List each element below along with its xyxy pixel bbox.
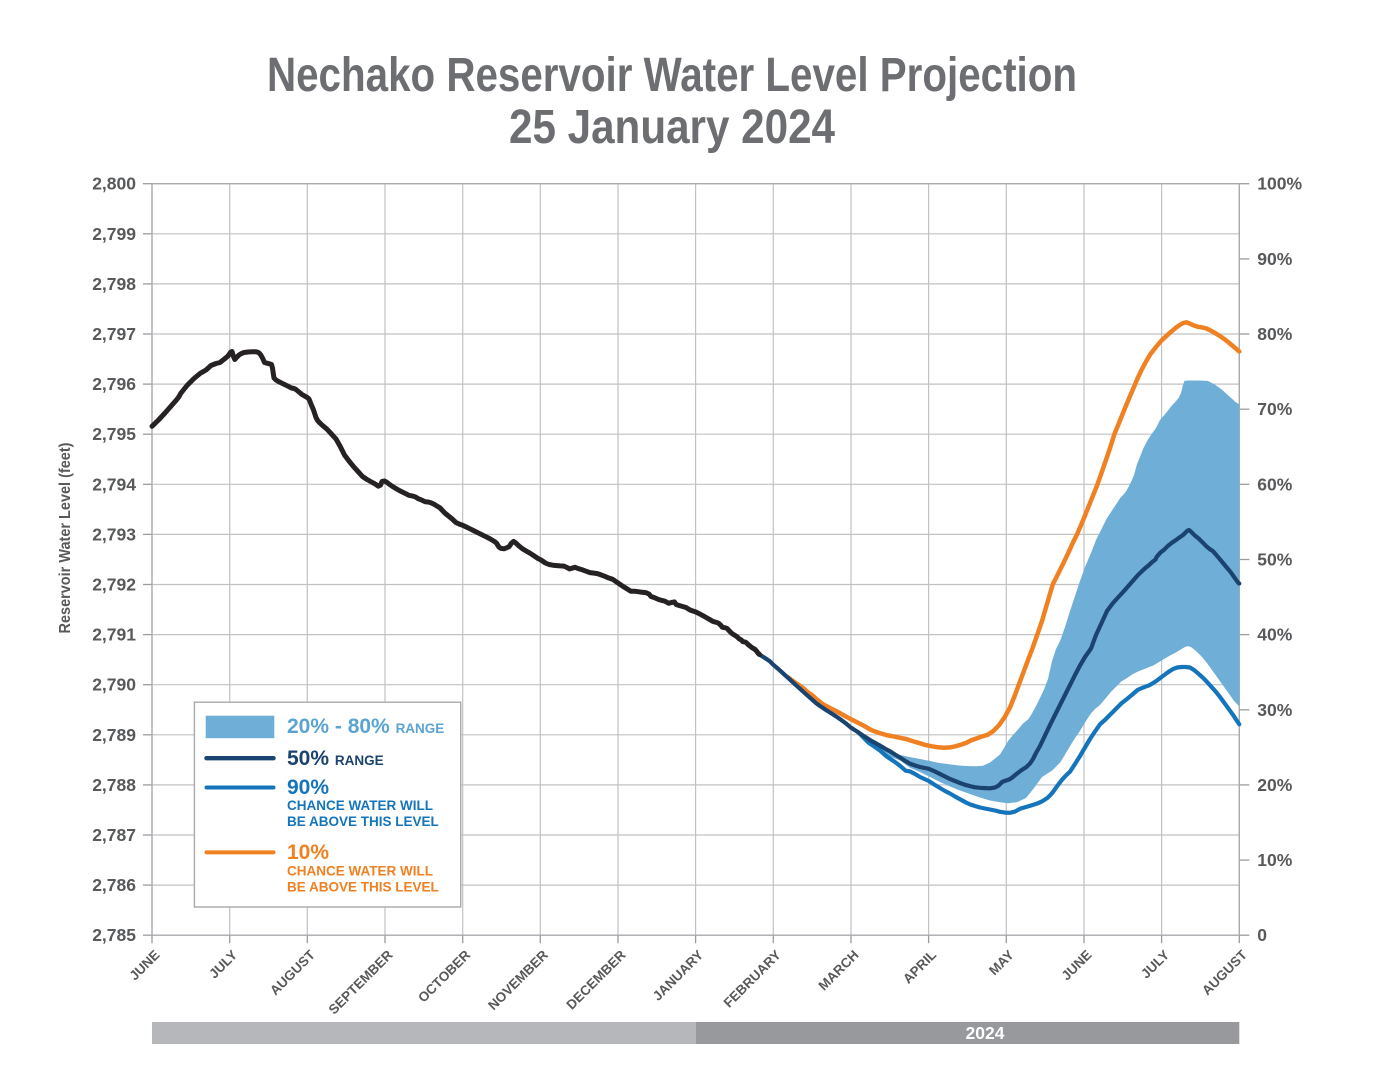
- svg-text:90%: 90%: [287, 776, 329, 799]
- svg-text:2,796: 2,796: [92, 374, 136, 394]
- svg-text:80%: 80%: [1257, 324, 1292, 344]
- svg-text:2,791: 2,791: [92, 625, 136, 645]
- svg-text:Reservoir Water Level (feet): Reservoir Water Level (feet): [57, 443, 74, 634]
- svg-text:2,793: 2,793: [92, 524, 136, 544]
- svg-text:70%: 70%: [1257, 399, 1292, 419]
- svg-text:2,795: 2,795: [92, 424, 136, 444]
- svg-text:2,788: 2,788: [92, 775, 136, 795]
- svg-text:Nechako Reservoir Water Level: Nechako Reservoir Water Level Projection: [267, 49, 1077, 102]
- svg-text:40%: 40%: [1257, 625, 1292, 645]
- svg-text:20% - 80% RANGE: 20% - 80% RANGE: [287, 715, 444, 738]
- svg-text:50%: 50%: [1257, 550, 1292, 570]
- svg-text:2,786: 2,786: [92, 875, 136, 895]
- svg-text:25 January 2024: 25 January 2024: [509, 101, 835, 154]
- svg-text:2,794: 2,794: [92, 474, 136, 494]
- svg-text:2,789: 2,789: [92, 725, 136, 745]
- svg-text:2,800: 2,800: [92, 174, 136, 194]
- svg-text:60%: 60%: [1257, 474, 1292, 494]
- svg-text:10%: 10%: [287, 841, 329, 864]
- svg-text:90%: 90%: [1257, 249, 1292, 269]
- svg-text:2,792: 2,792: [92, 575, 136, 595]
- svg-text:CHANCE WATER WILL: CHANCE WATER WILL: [287, 798, 433, 813]
- svg-text:100%: 100%: [1257, 174, 1302, 194]
- svg-text:30%: 30%: [1257, 700, 1292, 720]
- svg-text:0: 0: [1257, 925, 1267, 945]
- svg-text:10%: 10%: [1257, 850, 1292, 870]
- svg-text:2,787: 2,787: [92, 825, 136, 845]
- svg-text:CHANCE WATER WILL: CHANCE WATER WILL: [287, 864, 433, 879]
- svg-text:BE ABOVE THIS LEVEL: BE ABOVE THIS LEVEL: [287, 880, 439, 895]
- svg-text:2,799: 2,799: [92, 224, 136, 244]
- svg-text:20%: 20%: [1257, 775, 1292, 795]
- svg-text:50% RANGE: 50% RANGE: [287, 747, 384, 770]
- svg-text:2,790: 2,790: [92, 675, 136, 695]
- svg-text:2,798: 2,798: [92, 274, 136, 294]
- svg-text:2,785: 2,785: [92, 925, 136, 945]
- svg-text:2024: 2024: [966, 1023, 1005, 1043]
- svg-text:2,797: 2,797: [92, 324, 136, 344]
- svg-text:BE ABOVE THIS LEVEL: BE ABOVE THIS LEVEL: [287, 814, 439, 829]
